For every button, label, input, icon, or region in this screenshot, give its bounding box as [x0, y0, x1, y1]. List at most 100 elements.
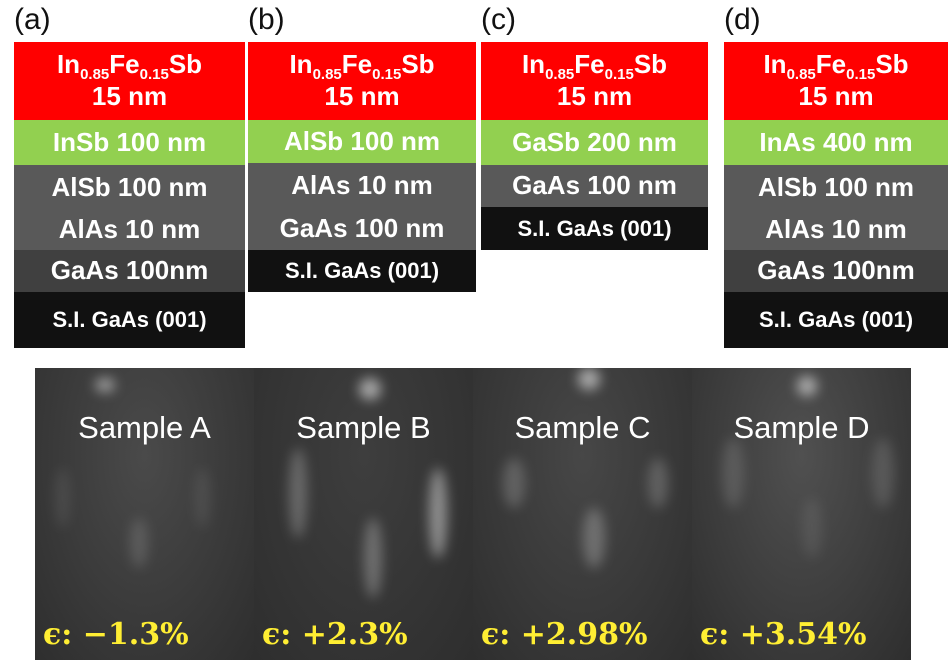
rheed-image: Sample B ϵ: +2.3%	[254, 368, 473, 660]
diffraction-streak	[722, 438, 744, 508]
layer: AlAs 10 nm	[14, 210, 245, 250]
formula-part: Sb	[634, 49, 667, 79]
formula: In0.85Fe0.15Sb	[57, 51, 202, 83]
layer-text: AlSb 100 nm	[51, 174, 207, 201]
formula-part: Sb	[169, 49, 202, 79]
layer-text: GaAs 100nm	[757, 257, 915, 284]
layer-text: 15 nm	[324, 83, 399, 110]
diffraction-streak	[95, 378, 115, 392]
layer: GaAs 100nm	[724, 250, 948, 292]
diffraction-streak	[55, 468, 70, 528]
layer-text: InSb 100 nm	[53, 129, 206, 156]
layer: S.I. GaAs (001)	[724, 292, 948, 348]
strain-label: ϵ: −1.3%	[43, 617, 189, 652]
formula-part: Fe	[574, 49, 604, 79]
diffraction-streak	[195, 468, 210, 528]
layer: S.I. GaAs (001)	[481, 207, 708, 250]
rheed-images: Sample A ϵ: −1.3% Sample B ϵ: +2.3% Sample C…	[35, 368, 911, 660]
sample-name: Sample C	[473, 410, 692, 446]
strain-value: −1.3%	[83, 617, 189, 652]
layer-text: S.I. GaAs (001)	[759, 308, 913, 331]
sample-name: Sample D	[692, 410, 911, 446]
panel-label: (a)	[14, 0, 245, 42]
layer-text: GaSb 200 nm	[512, 129, 677, 156]
formula-part: Sb	[875, 49, 908, 79]
formula-part: In	[763, 49, 786, 79]
formula-part: Sb	[401, 49, 434, 79]
diffraction-streak	[797, 376, 817, 396]
panel-label: (d)	[724, 0, 948, 42]
layer-text: 15 nm	[92, 83, 167, 110]
layer: GaAs 100 nm	[248, 208, 476, 250]
formula-part: In	[289, 49, 312, 79]
page: (a)In0.85Fe0.15Sb15 nmInSb 100 nmAlSb 10…	[0, 0, 948, 660]
layer-text: AlSb 100 nm	[284, 128, 440, 155]
layer: AlSb 100 nm	[14, 165, 245, 210]
diffraction-streak	[802, 498, 822, 558]
strain-label: ϵ: +2.3%	[262, 617, 408, 652]
diffraction-streak	[364, 518, 382, 598]
layer: GaAs 100 nm	[481, 165, 708, 207]
formula-part: In	[522, 49, 545, 79]
layer: AlAs 10 nm	[248, 163, 476, 208]
layer-text: AlAs 10 nm	[291, 172, 433, 199]
layer-text: 15 nm	[798, 83, 873, 110]
layer-text: AlSb 100 nm	[758, 174, 914, 201]
strain-symbol: ϵ:	[700, 617, 729, 652]
diffraction-streak	[583, 508, 605, 568]
strain-value: +2.98%	[521, 617, 648, 652]
diffraction-streak	[872, 438, 894, 508]
layer-text: S.I. GaAs (001)	[517, 217, 671, 240]
rheed-image: Sample A ϵ: −1.3%	[35, 368, 254, 660]
formula: In0.85Fe0.15Sb	[289, 51, 434, 83]
diffraction-streak	[289, 448, 307, 538]
strain-symbol: ϵ:	[43, 617, 72, 652]
rheed-image: Sample C ϵ: +2.98%	[473, 368, 692, 660]
formula: In0.85Fe0.15Sb	[522, 51, 667, 83]
layer-text: GaAs 100 nm	[512, 172, 677, 199]
diffraction-streak	[503, 458, 525, 508]
formula-part: In	[57, 49, 80, 79]
layer-text: S.I. GaAs (001)	[52, 308, 206, 331]
panel-label: (c)	[481, 0, 708, 42]
layer-text: GaAs 100 nm	[280, 215, 445, 242]
strain-symbol: ϵ:	[481, 617, 510, 652]
layer: AlSb 100 nm	[248, 120, 476, 163]
diffraction-streak	[648, 458, 668, 508]
layer-text: 15 nm	[557, 83, 632, 110]
layer: AlAs 10 nm	[724, 210, 948, 250]
sample-name: Sample A	[35, 410, 254, 446]
diffraction-streak	[130, 518, 148, 568]
strain-value: +2.3%	[302, 617, 408, 652]
diffraction-streak	[359, 378, 381, 400]
layer: InAs 400 nm	[724, 120, 948, 165]
formula-part: Fe	[109, 49, 139, 79]
layer-text: InAs 400 nm	[759, 129, 912, 156]
formula: In0.85Fe0.15Sb	[763, 51, 908, 83]
formula-part: Fe	[816, 49, 846, 79]
layer-text: S.I. GaAs (001)	[285, 259, 439, 282]
sample-name: Sample B	[254, 410, 473, 446]
layer: S.I. GaAs (001)	[248, 250, 476, 292]
strain-symbol: ϵ:	[262, 617, 291, 652]
diffraction-streak	[578, 368, 600, 390]
layer: S.I. GaAs (001)	[14, 292, 245, 348]
strain-label: ϵ: +3.54%	[700, 617, 867, 652]
strain-label: ϵ: +2.98%	[481, 617, 648, 652]
layer-text: AlAs 10 nm	[59, 216, 201, 243]
strain-value: +3.54%	[740, 617, 867, 652]
layer-text: AlAs 10 nm	[765, 216, 907, 243]
rheed-image: Sample D ϵ: +3.54%	[692, 368, 911, 660]
layer: AlSb 100 nm	[724, 165, 948, 210]
layer: GaSb 200 nm	[481, 120, 708, 165]
layer-text: GaAs 100nm	[51, 257, 209, 284]
layer: InSb 100 nm	[14, 120, 245, 165]
diffraction-streak	[429, 468, 447, 558]
